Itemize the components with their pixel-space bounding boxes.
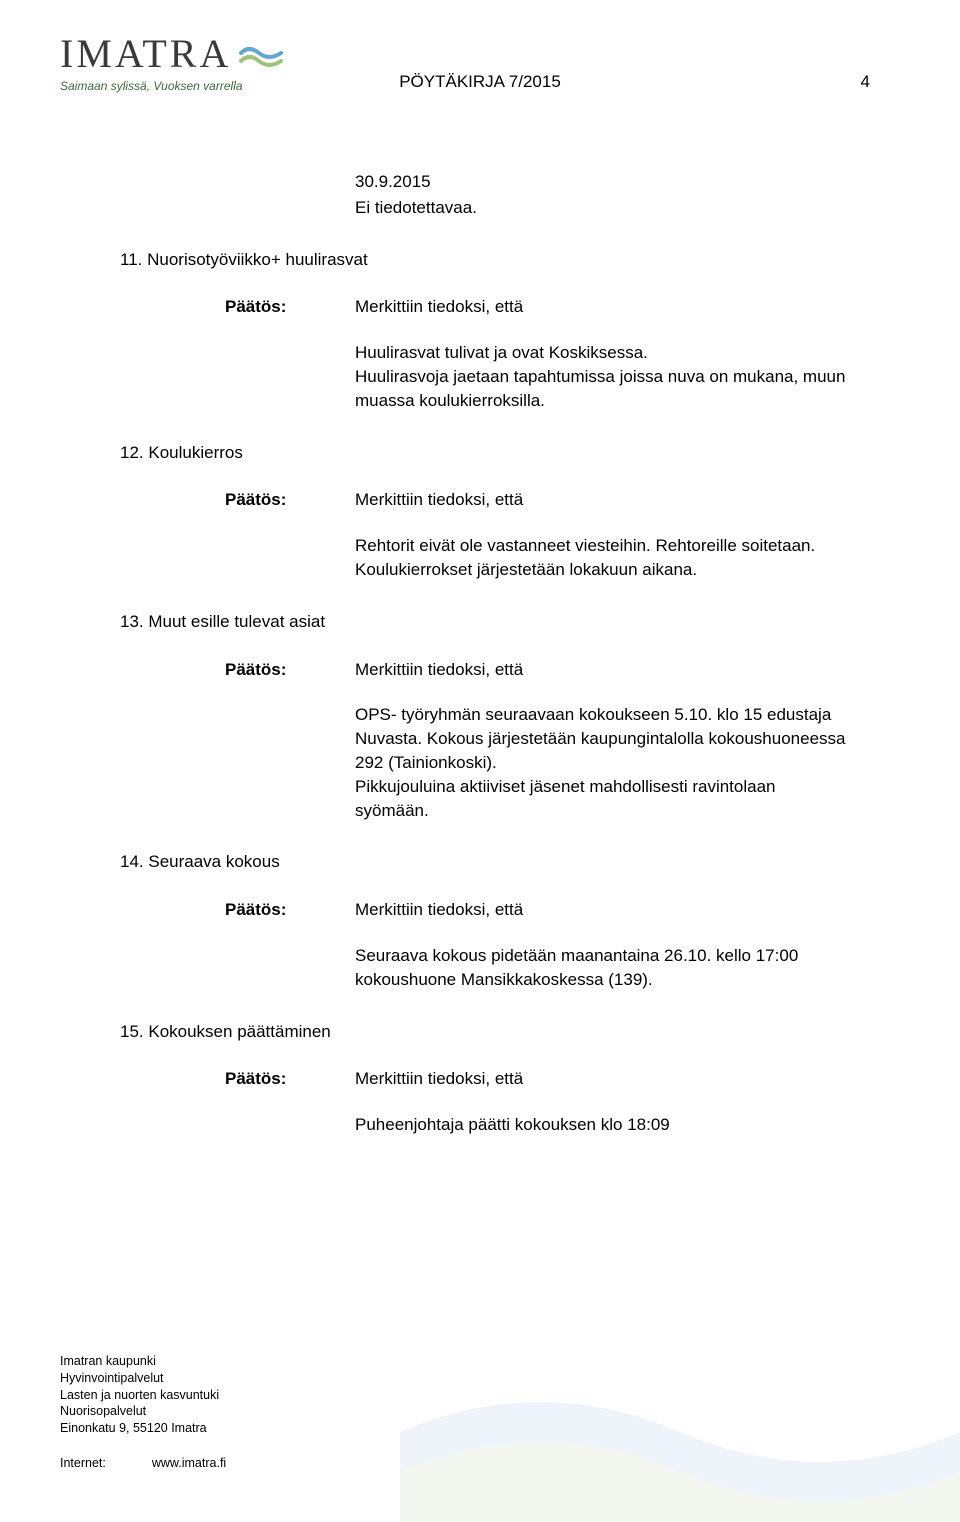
sections-container: 11. Nuorisotyöviikko+ huulirasvat Päätös:… xyxy=(120,248,850,1137)
paatos-row: Päätös:Merkittiin tiedoksi, että xyxy=(120,1067,850,1091)
paatos-intro: Merkittiin tiedoksi, että xyxy=(355,658,850,682)
paatos-intro: Merkittiin tiedoksi, että xyxy=(355,295,850,319)
footer: Imatran kaupunki Hyvinvointipalvelut Las… xyxy=(60,1353,226,1472)
footer-internet-label: Internet: xyxy=(60,1455,106,1472)
section-heading: 12. Koulukierros xyxy=(120,441,850,465)
paatos-label: Päätös: xyxy=(225,488,355,512)
paatos-label: Päätös: xyxy=(225,295,355,319)
header-title: PÖYTÄKIRJA 7/2015 xyxy=(0,72,960,92)
paatos-result: OPS- työryhmän seuraavaan kokoukseen 5.1… xyxy=(355,703,850,822)
footer-org-2: Hyvinvointipalvelut xyxy=(60,1370,226,1387)
section-heading: 11. Nuorisotyöviikko+ huulirasvat xyxy=(120,248,850,272)
top-body: Ei tiedotettavaa. xyxy=(355,196,850,220)
footer-internet: Internet: www.imatra.fi xyxy=(60,1455,226,1472)
footer-org-4: Nuorisopalvelut xyxy=(60,1403,226,1420)
logo-wave-icon xyxy=(239,30,285,77)
section-heading: 15. Kokouksen päättäminen xyxy=(120,1020,850,1044)
footer-address: Einonkatu 9, 55120 Imatra xyxy=(60,1420,226,1437)
paatos-label: Päätös: xyxy=(225,658,355,682)
section-heading: 14. Seuraava kokous xyxy=(120,850,850,874)
paatos-result: Huulirasvat tulivat ja ovat Koskiksessa.… xyxy=(355,341,850,412)
paatos-label: Päätös: xyxy=(225,1067,355,1091)
top-date: 30.9.2015 xyxy=(355,170,850,194)
paatos-result: Seuraava kokous pidetään maanantaina 26.… xyxy=(355,944,850,992)
paatos-result: Puheenjohtaja päätti kokouksen klo 18:09 xyxy=(355,1113,850,1137)
footer-internet-url: www.imatra.fi xyxy=(152,1455,226,1472)
paatos-intro: Merkittiin tiedoksi, että xyxy=(355,488,850,512)
paatos-result: Rehtorit eivät ole vastanneet viesteihin… xyxy=(355,534,850,582)
paatos-intro: Merkittiin tiedoksi, että xyxy=(355,898,850,922)
paatos-row: Päätös:Merkittiin tiedoksi, että xyxy=(120,488,850,512)
section-heading: 13. Muut esille tulevat asiat xyxy=(120,610,850,634)
logo-text: IMATRA xyxy=(60,30,285,77)
footer-org-1: Imatran kaupunki xyxy=(60,1353,226,1370)
footer-org-3: Lasten ja nuorten kasvuntuki xyxy=(60,1387,226,1404)
paatos-row: Päätös:Merkittiin tiedoksi, että xyxy=(120,658,850,682)
page-number: 4 xyxy=(861,72,870,92)
logo-wordmark: IMATRA xyxy=(60,30,231,77)
paatos-intro: Merkittiin tiedoksi, että xyxy=(355,1067,850,1091)
background-wave-icon xyxy=(400,1372,960,1522)
paatos-label: Päätös: xyxy=(225,898,355,922)
content-area: 30.9.2015 Ei tiedotettavaa. 11. Nuorisot… xyxy=(120,170,850,1137)
paatos-row: Päätös:Merkittiin tiedoksi, että xyxy=(120,898,850,922)
document-page: IMATRA Saimaan sylissä, Vuoksen varrella… xyxy=(0,0,960,1522)
paatos-row: Päätös:Merkittiin tiedoksi, että xyxy=(120,295,850,319)
